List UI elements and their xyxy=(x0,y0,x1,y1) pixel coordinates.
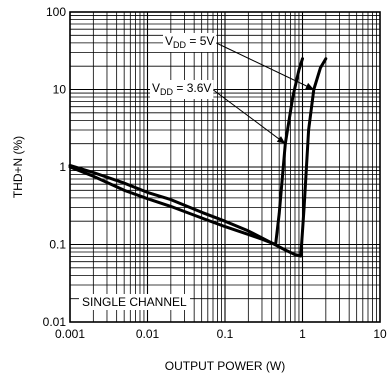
y-tick-label: 10 xyxy=(53,83,67,97)
y-axis-label: THD+N (%) xyxy=(11,136,25,198)
y-tick-label: 0.1 xyxy=(49,238,66,252)
x-tick-label: 0.01 xyxy=(136,327,160,341)
annotation-bg xyxy=(163,33,217,52)
series-annotation: VDD = 5V xyxy=(165,34,214,50)
y-tick-label: 0.01 xyxy=(43,315,67,329)
annotation-leader xyxy=(213,89,286,145)
series-annotation: VDD = 3.6V xyxy=(152,81,211,97)
x-axis-label: OUTPUT POWER (W) xyxy=(165,359,285,373)
single-channel-label: SINGLE CHANNEL xyxy=(82,295,187,309)
grid xyxy=(69,12,380,323)
x-tick-label: 10 xyxy=(373,327,387,341)
x-tick-label: 0.1 xyxy=(217,327,234,341)
annotation-arrowhead xyxy=(276,136,286,144)
single-channel-box-bg xyxy=(79,294,191,310)
annotation-leader xyxy=(216,42,315,90)
series-line xyxy=(68,57,304,246)
annotation-bg xyxy=(150,80,214,99)
x-tick-label: 1 xyxy=(299,327,306,341)
y-tick-label: 100 xyxy=(46,5,66,19)
x-tick-label: 0.001 xyxy=(55,327,85,341)
annotation-arrowhead xyxy=(305,82,314,90)
annotations: VDD = 5V VDD = 3.6V xyxy=(150,33,315,145)
y-tick-label: 1 xyxy=(59,160,66,174)
series-lines xyxy=(68,57,328,258)
